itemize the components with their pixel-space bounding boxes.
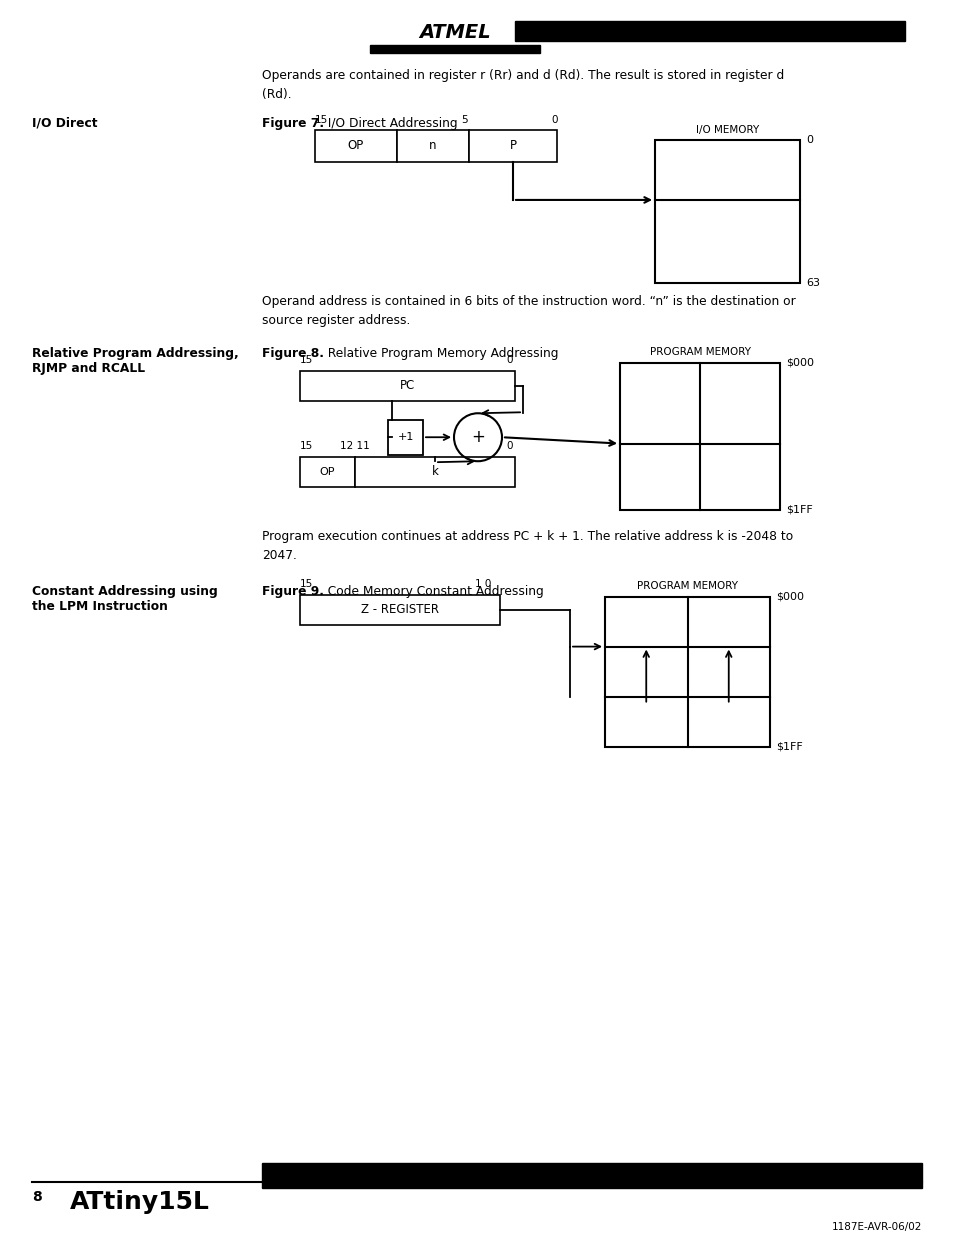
Text: ATtiny15L: ATtiny15L — [70, 1191, 210, 1214]
Text: 15: 15 — [299, 441, 313, 451]
Text: P: P — [509, 140, 516, 152]
Text: Operands are contained in register r (Rr) and d (Rd). The result is stored in re: Operands are contained in register r (Rr… — [262, 69, 783, 101]
Bar — [299, 457, 355, 487]
Text: Z - REGISTER: Z - REGISTER — [360, 603, 438, 616]
Bar — [619, 363, 780, 510]
Text: 15: 15 — [299, 354, 313, 364]
Text: 1187E-AVR-06/02: 1187E-AVR-06/02 — [831, 1223, 921, 1233]
Bar — [299, 594, 499, 625]
Text: +: + — [471, 429, 484, 446]
Bar — [299, 370, 515, 400]
Bar — [604, 597, 769, 746]
Text: 0: 0 — [506, 354, 513, 364]
Text: Figure 8.: Figure 8. — [262, 347, 324, 359]
Text: I/O Direct: I/O Direct — [32, 117, 97, 130]
Text: OP: OP — [348, 140, 364, 152]
Text: ATMEL: ATMEL — [418, 23, 490, 42]
Bar — [469, 130, 557, 162]
Text: 0: 0 — [551, 115, 558, 125]
Text: k: k — [431, 466, 438, 478]
Text: n: n — [429, 140, 436, 152]
Bar — [355, 457, 515, 487]
Text: Program execution continues at address PC + k + 1. The relative address k is -20: Program execution continues at address P… — [262, 530, 792, 562]
Text: Constant Addressing using
the LPM Instruction: Constant Addressing using the LPM Instru… — [32, 584, 217, 613]
Text: $000: $000 — [775, 592, 803, 601]
Bar — [655, 140, 800, 283]
Bar — [314, 130, 396, 162]
Text: +1: +1 — [396, 432, 414, 442]
Text: 1 0: 1 0 — [475, 579, 491, 589]
Text: Figure 9.: Figure 9. — [262, 584, 324, 598]
Text: 12 11: 12 11 — [340, 441, 370, 451]
Text: Relative Program Memory Addressing: Relative Program Memory Addressing — [319, 347, 558, 359]
Text: I/O Direct Addressing: I/O Direct Addressing — [319, 117, 457, 130]
Text: 0: 0 — [506, 441, 513, 451]
Text: $000: $000 — [785, 358, 813, 368]
Text: 15: 15 — [314, 115, 328, 125]
Text: 0: 0 — [805, 135, 812, 144]
Text: PROGRAM MEMORY: PROGRAM MEMORY — [637, 580, 738, 590]
Text: 5: 5 — [461, 115, 468, 125]
Text: PROGRAM MEMORY: PROGRAM MEMORY — [649, 347, 750, 357]
Bar — [262, 1163, 921, 1188]
Text: Code Memory Constant Addressing: Code Memory Constant Addressing — [319, 584, 543, 598]
Bar — [396, 130, 469, 162]
Text: Figure 7.: Figure 7. — [262, 117, 324, 130]
Text: Operand address is contained in 6 bits of the instruction word. “n” is the desti: Operand address is contained in 6 bits o… — [262, 295, 795, 327]
Bar — [515, 21, 904, 41]
Text: 15: 15 — [299, 579, 313, 589]
Text: $1FF: $1FF — [785, 505, 812, 515]
Text: PC: PC — [399, 379, 415, 393]
Text: Relative Program Addressing,
RJMP and RCALL: Relative Program Addressing, RJMP and RC… — [32, 347, 238, 374]
Bar — [388, 420, 422, 454]
Bar — [370, 44, 539, 53]
Text: I/O MEMORY: I/O MEMORY — [695, 125, 759, 135]
Text: 63: 63 — [805, 278, 820, 288]
Text: $1FF: $1FF — [775, 741, 801, 752]
Text: 8: 8 — [32, 1191, 42, 1204]
Text: OP: OP — [319, 467, 335, 477]
